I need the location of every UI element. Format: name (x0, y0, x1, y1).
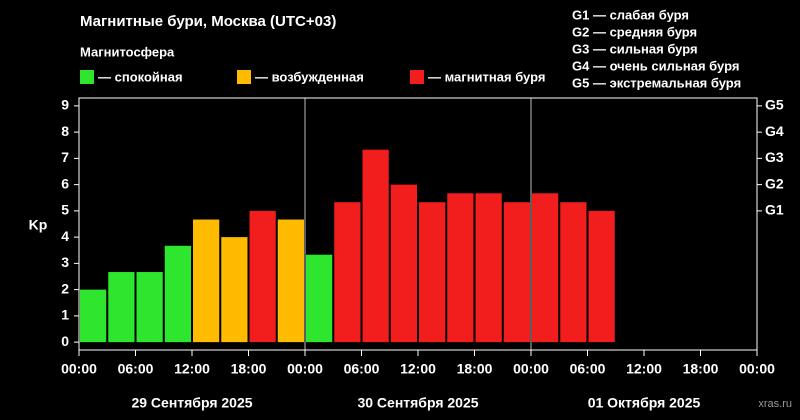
bar (334, 202, 361, 343)
legend-swatch (237, 70, 251, 84)
scale-legend-item: G5 — экстремальная буря (572, 75, 741, 90)
legend-label: — спокойная (98, 69, 183, 84)
y-tick-label: 7 (61, 149, 69, 165)
date-label: 29 Сентября 2025 (131, 395, 252, 411)
bar (362, 149, 389, 343)
date-label: 01 Октября 2025 (588, 395, 701, 411)
y-tick-label: 5 (61, 202, 69, 218)
legend-label: — возбужденная (255, 69, 364, 84)
scale-legend-item: G4 — очень сильная буря (572, 58, 739, 73)
y-tick-label: 9 (61, 97, 69, 113)
x-tick-label: 00:00 (513, 361, 549, 377)
x-tick-label: 18:00 (231, 361, 267, 377)
scale-legend-item: G3 — сильная буря (572, 41, 698, 56)
legend-title: Магнитосфера (80, 44, 175, 59)
y-tick-label: 8 (61, 123, 69, 139)
bar (588, 210, 615, 343)
legend-swatch (410, 70, 424, 84)
legend-label: — магнитная буря (428, 69, 545, 84)
bar (560, 202, 587, 343)
source: xras.ru (758, 398, 792, 410)
y-tick-label: 6 (61, 175, 69, 191)
y2-tick-label: G1 (765, 202, 784, 218)
bar (277, 219, 304, 343)
y2-tick-label: G3 (765, 149, 784, 165)
bar (475, 193, 502, 343)
y-tick-label: 2 (61, 280, 69, 296)
bar (390, 184, 417, 343)
bar (80, 289, 107, 343)
chart-title: Магнитные бури, Москва (UTC+03) (80, 13, 336, 30)
x-tick-label: 06:00 (570, 361, 606, 377)
bar (221, 237, 248, 343)
bar (193, 219, 220, 343)
x-tick-label: 18:00 (457, 361, 493, 377)
x-tick-label: 00:00 (61, 361, 97, 377)
bar (532, 193, 559, 343)
bar (306, 254, 333, 343)
bar (447, 193, 474, 343)
x-tick-label: 12:00 (400, 361, 436, 377)
bar (419, 202, 446, 343)
bar (503, 202, 530, 343)
bar (136, 272, 163, 343)
x-tick-label: 18:00 (683, 361, 719, 377)
y-tick-label: 4 (61, 228, 69, 244)
x-tick-label: 12:00 (626, 361, 662, 377)
scale-legend-item: G2 — средняя буря (572, 24, 697, 39)
x-tick-label: 12:00 (174, 361, 210, 377)
bar (164, 245, 191, 343)
scale-legend-item: G1 — слабая буря (572, 7, 689, 22)
y-tick-label: 0 (61, 333, 69, 349)
legend-swatch (80, 70, 94, 84)
y2-tick-label: G5 (765, 97, 784, 113)
plot-frame (78, 97, 758, 351)
x-tick-label: 00:00 (287, 361, 323, 377)
bar (249, 210, 276, 343)
y-axis-label: Kp (29, 217, 48, 233)
x-tick-label: 06:00 (344, 361, 380, 377)
date-label: 30 Сентября 2025 (357, 395, 478, 411)
y-tick-label: 3 (61, 254, 69, 270)
bar (108, 272, 135, 343)
y-tick-label: 1 (61, 307, 69, 323)
x-tick-label: 06:00 (118, 361, 154, 377)
y2-tick-label: G2 (765, 175, 784, 191)
x-tick-label: 00:00 (739, 361, 775, 377)
y2-tick-label: G4 (765, 123, 784, 139)
